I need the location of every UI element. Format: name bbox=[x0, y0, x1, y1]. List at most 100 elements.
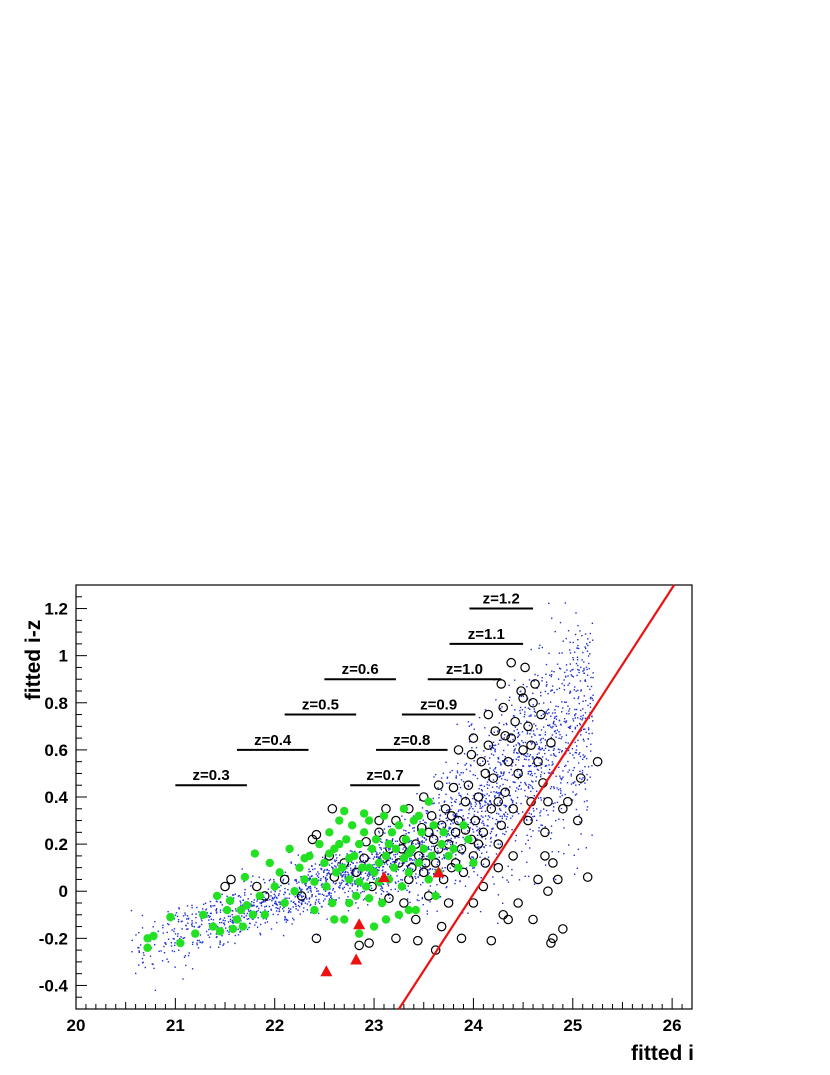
background-point bbox=[537, 748, 540, 750]
background-point bbox=[385, 862, 388, 864]
background-point bbox=[488, 816, 491, 818]
background-point bbox=[477, 828, 479, 831]
background-point bbox=[268, 879, 271, 882]
background-point bbox=[510, 817, 512, 819]
open-circle-point bbox=[220, 881, 230, 892]
background-point bbox=[350, 872, 352, 874]
background-point bbox=[477, 811, 479, 813]
background-point bbox=[500, 739, 502, 741]
background-point bbox=[489, 807, 492, 809]
open-circle-point bbox=[364, 938, 374, 948]
background-point bbox=[415, 882, 418, 884]
background-point bbox=[216, 900, 218, 903]
y-tick-label: 0.6 bbox=[44, 741, 68, 760]
background-point bbox=[251, 901, 253, 903]
background-point bbox=[201, 920, 203, 922]
background-point bbox=[347, 884, 349, 887]
background-point bbox=[186, 928, 188, 930]
background-point bbox=[542, 713, 544, 715]
background-point bbox=[497, 792, 499, 794]
background-point bbox=[479, 910, 482, 913]
background-point bbox=[195, 916, 197, 919]
background-point bbox=[346, 864, 349, 866]
background-point bbox=[178, 907, 180, 909]
background-point bbox=[445, 836, 448, 838]
background-point bbox=[191, 923, 193, 926]
background-point bbox=[176, 915, 179, 918]
background-point bbox=[553, 717, 556, 719]
background-point bbox=[497, 813, 500, 815]
background-point bbox=[174, 942, 176, 944]
background-point bbox=[193, 926, 195, 928]
background-point bbox=[396, 875, 398, 877]
background-point bbox=[532, 758, 534, 760]
open-circle-point bbox=[433, 780, 444, 791]
background-point bbox=[273, 881, 275, 883]
background-point bbox=[427, 811, 429, 813]
background-point bbox=[275, 896, 278, 899]
background-point bbox=[524, 783, 527, 785]
background-point bbox=[552, 802, 554, 805]
open-circle-point bbox=[359, 853, 369, 864]
open-circle-point bbox=[470, 815, 481, 826]
background-point bbox=[484, 857, 486, 859]
background-point bbox=[528, 783, 530, 786]
background-point bbox=[580, 734, 582, 736]
background-point bbox=[391, 840, 394, 842]
green-point bbox=[295, 863, 304, 872]
background-point bbox=[577, 625, 579, 627]
open-circle-point bbox=[548, 933, 558, 944]
background-point bbox=[496, 786, 498, 788]
background-point bbox=[588, 717, 590, 719]
background-point bbox=[587, 704, 589, 707]
background-point bbox=[325, 880, 327, 883]
background-point bbox=[258, 907, 260, 910]
background-point bbox=[560, 807, 563, 810]
background-point bbox=[528, 724, 531, 727]
background-point bbox=[290, 911, 292, 913]
background-point bbox=[416, 837, 419, 839]
background-point bbox=[533, 815, 536, 817]
background-point bbox=[327, 892, 330, 894]
background-point bbox=[375, 892, 377, 894]
background-point bbox=[202, 908, 204, 910]
background-point bbox=[499, 729, 501, 731]
background-point bbox=[202, 941, 204, 943]
background-point bbox=[199, 934, 202, 936]
background-point bbox=[219, 943, 221, 945]
background-point bbox=[497, 761, 499, 763]
background-point bbox=[259, 902, 261, 904]
background-point bbox=[272, 898, 275, 900]
background-point bbox=[470, 724, 472, 726]
background-point bbox=[390, 863, 392, 865]
background-point bbox=[503, 771, 505, 773]
background-point bbox=[551, 670, 553, 672]
open-circle-point bbox=[546, 938, 556, 948]
background-point bbox=[186, 905, 189, 907]
background-point bbox=[138, 951, 140, 954]
background-point bbox=[215, 909, 217, 911]
background-point bbox=[279, 903, 281, 905]
open-circle-point bbox=[468, 898, 479, 908]
open-circle-point bbox=[558, 924, 568, 934]
background-point bbox=[513, 715, 516, 717]
green-point bbox=[320, 858, 329, 868]
background-point bbox=[533, 708, 535, 710]
background-point bbox=[512, 715, 515, 717]
background-point bbox=[346, 867, 348, 869]
background-point bbox=[484, 727, 486, 729]
background-point bbox=[581, 769, 584, 772]
background-point bbox=[269, 878, 272, 881]
green-point bbox=[354, 839, 364, 849]
background-point bbox=[517, 788, 520, 790]
background-point bbox=[197, 926, 199, 928]
background-point bbox=[239, 930, 242, 932]
background-point bbox=[288, 897, 290, 899]
background-point bbox=[437, 787, 439, 789]
background-point bbox=[540, 810, 542, 812]
background-point bbox=[489, 845, 491, 847]
background-point bbox=[351, 884, 353, 887]
background-point bbox=[479, 784, 481, 787]
background-point bbox=[468, 812, 470, 815]
background-point bbox=[317, 901, 320, 903]
